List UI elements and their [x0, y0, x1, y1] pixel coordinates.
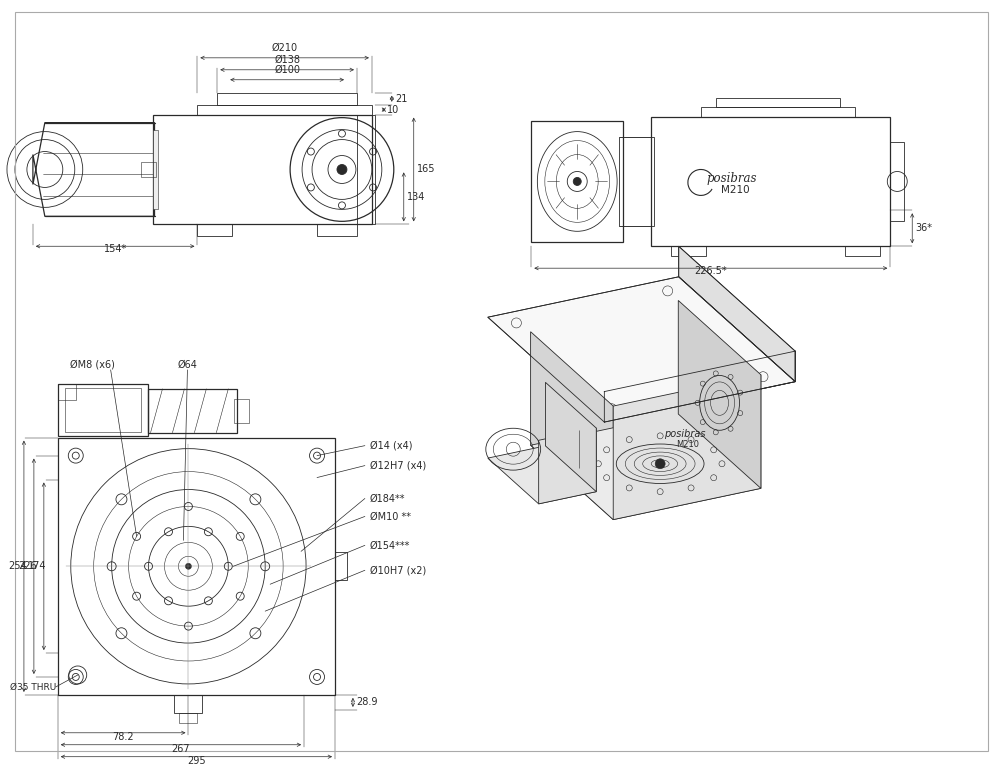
Bar [65, 388, 141, 431]
Bar [531, 121, 623, 243]
Polygon shape [539, 428, 596, 504]
Bar [671, 246, 706, 256]
Circle shape [185, 563, 191, 569]
Text: posibras: posibras [707, 172, 757, 185]
Text: Ø14 (x4): Ø14 (x4) [370, 441, 412, 451]
Text: 226: 226 [18, 562, 37, 571]
Polygon shape [531, 332, 613, 519]
Text: 134: 134 [407, 192, 425, 202]
Bar [716, 98, 840, 106]
Bar [197, 224, 232, 236]
Bar [619, 137, 654, 226]
Bar [58, 438, 335, 695]
Text: Ø64: Ø64 [177, 360, 197, 370]
Bar [335, 552, 347, 580]
Text: 78.2: 78.2 [112, 732, 134, 742]
Text: Ø12H7 (x4): Ø12H7 (x4) [370, 461, 426, 470]
Text: 28.9: 28.9 [356, 698, 377, 708]
Text: 295: 295 [187, 756, 206, 765]
Text: M210: M210 [721, 185, 749, 195]
Bar [148, 389, 237, 433]
Text: Ø184**: Ø184** [370, 493, 405, 503]
Polygon shape [488, 446, 596, 504]
Text: 36*: 36* [915, 223, 932, 233]
Polygon shape [545, 382, 596, 492]
Bar [58, 384, 148, 436]
Polygon shape [488, 277, 795, 422]
Text: Ø138: Ø138 [274, 55, 300, 65]
Text: ØM8 (x6): ØM8 (x6) [70, 360, 115, 370]
Bar [217, 93, 357, 105]
Polygon shape [679, 246, 795, 382]
Bar [651, 116, 890, 246]
Text: Ø154***: Ø154*** [370, 540, 410, 550]
Bar [701, 106, 855, 116]
Bar [153, 129, 158, 210]
Polygon shape [613, 375, 761, 519]
Circle shape [655, 459, 665, 469]
Text: 226.5*: 226.5* [695, 266, 727, 276]
Text: 165: 165 [417, 164, 435, 174]
Circle shape [337, 164, 347, 174]
Bar [890, 142, 904, 221]
Bar [234, 399, 249, 423]
Polygon shape [531, 414, 761, 519]
Text: 254: 254 [8, 562, 27, 571]
Text: Ø100: Ø100 [274, 65, 300, 75]
Text: 267: 267 [172, 744, 190, 754]
Bar [845, 246, 880, 256]
Text: posibras: posibras [664, 428, 706, 439]
Bar [153, 115, 372, 224]
Text: 174: 174 [28, 562, 47, 571]
Bar [317, 224, 357, 236]
Bar [197, 105, 372, 115]
Text: 21: 21 [395, 93, 407, 104]
Text: Ø35 THRU: Ø35 THRU [10, 682, 56, 692]
Bar [174, 695, 202, 713]
Circle shape [573, 177, 581, 185]
Text: M210: M210 [676, 440, 699, 449]
Text: 154*: 154* [104, 244, 127, 254]
Polygon shape [604, 351, 795, 422]
Bar [357, 115, 375, 224]
Text: ØM10 **: ØM10 ** [370, 512, 411, 522]
Text: Ø210: Ø210 [272, 43, 298, 53]
Bar [179, 713, 197, 723]
Text: Ø10H7 (x2): Ø10H7 (x2) [370, 565, 426, 575]
Polygon shape [678, 301, 761, 488]
Bar [58, 384, 76, 400]
Bar [141, 161, 156, 177]
Text: 10: 10 [387, 105, 399, 115]
